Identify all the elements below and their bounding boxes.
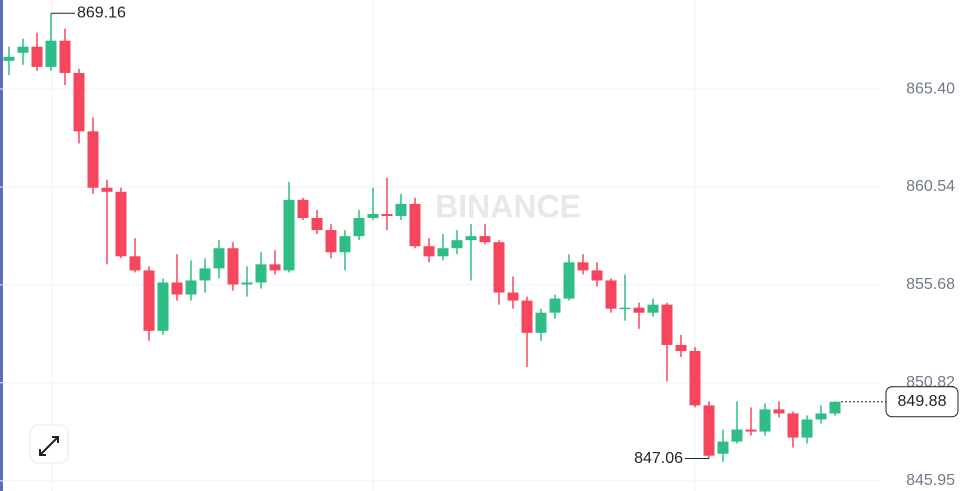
y-tick-label: 855.68 — [906, 276, 955, 293]
candle-body — [689, 350, 701, 406]
candle-body — [731, 429, 743, 442]
last-price-box — [885, 386, 959, 418]
candle-body — [17, 46, 29, 53]
candle-body — [591, 270, 603, 281]
candle-body — [605, 280, 617, 309]
candle-body — [577, 262, 589, 271]
candle-body — [773, 409, 785, 414]
candle-body — [115, 191, 127, 257]
candle-body — [213, 248, 225, 269]
candle-body — [101, 187, 113, 192]
candle-body — [703, 405, 715, 456]
candle-body — [185, 280, 197, 295]
candle-body — [801, 419, 813, 438]
candle-body — [451, 240, 463, 249]
candle-body — [381, 213, 393, 216]
candle-body — [787, 413, 799, 438]
candle-body — [479, 236, 491, 243]
candle-body — [437, 248, 449, 257]
high-marker-label: 869.16 — [77, 5, 126, 22]
candle-body — [129, 256, 141, 271]
candle-body — [283, 199, 295, 271]
candle-body — [675, 344, 687, 351]
candle-body — [647, 304, 659, 313]
candle-body — [563, 262, 575, 299]
candle-body — [507, 292, 519, 301]
candle-body — [745, 429, 757, 432]
candle-body — [311, 217, 323, 231]
candle-body — [409, 203, 421, 247]
candle-body — [619, 307, 631, 310]
candle-body — [535, 312, 547, 333]
last-price-label: 849.88 — [898, 393, 947, 410]
y-tick-label: 860.54 — [906, 178, 955, 195]
y-tick-label: 845.95 — [906, 472, 955, 489]
candle-body — [339, 236, 351, 253]
candle-body — [297, 199, 309, 218]
candle-body — [31, 46, 43, 67]
candle-body — [255, 264, 267, 283]
candle-body — [143, 270, 155, 331]
candle-body — [3, 56, 15, 61]
candle-body — [171, 282, 183, 295]
low-marker-label: 847.06 — [634, 450, 683, 467]
candle-body — [829, 401, 841, 414]
candle-body — [157, 282, 169, 331]
candle-body — [241, 282, 253, 285]
candle-body — [353, 217, 365, 237]
candle-body — [45, 40, 57, 67]
candle-body — [395, 203, 407, 216]
y-tick-label: 865.40 — [906, 80, 955, 97]
candle-body — [493, 242, 505, 293]
candle-body — [269, 264, 281, 271]
candle-body — [549, 298, 561, 313]
candle-body — [199, 268, 211, 281]
candle-body — [815, 413, 827, 420]
candle-body — [367, 213, 379, 218]
candle-body — [227, 248, 239, 285]
candle-body — [661, 304, 673, 345]
expand-button[interactable] — [29, 424, 69, 464]
left-edge — [0, 0, 3, 491]
watermark: BINANCE — [435, 188, 581, 224]
candle-body — [59, 40, 71, 73]
candle-body — [633, 307, 645, 313]
candle-body — [465, 236, 477, 241]
candle-body — [73, 72, 85, 132]
candle-body — [87, 131, 99, 188]
candle-body — [717, 441, 729, 454]
candle-body — [325, 230, 337, 253]
candle-body — [521, 300, 533, 333]
candle-body — [423, 246, 435, 257]
candle-body — [759, 409, 771, 432]
